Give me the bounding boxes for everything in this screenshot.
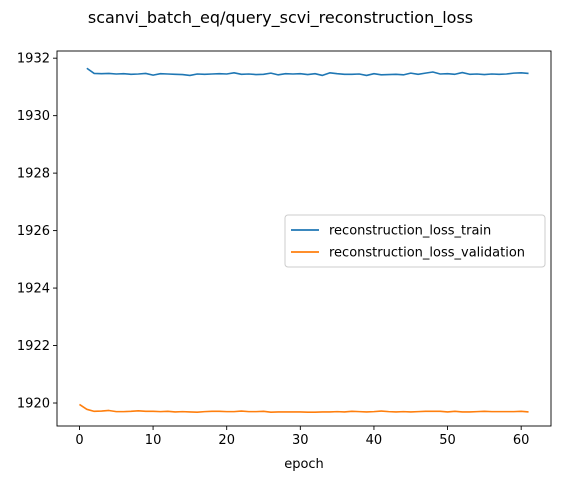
x-tick-label-3: 30 <box>292 433 309 448</box>
y-tick-label-1: 1922 <box>17 339 50 354</box>
y-tick-label-0: 1920 <box>17 397 50 412</box>
x-tick-label-5: 50 <box>439 433 456 448</box>
y-tick-label-3: 1926 <box>17 224 50 239</box>
x-tick-label-4: 40 <box>366 433 383 448</box>
plot-frame <box>56 50 552 427</box>
legend-box <box>284 214 546 268</box>
y-tick-label-5: 1930 <box>17 109 50 124</box>
legend-label-1: reconstruction_loss_train <box>329 224 491 239</box>
x-tick-label-6: 60 <box>513 433 530 448</box>
y-tick-label-2: 1924 <box>17 282 50 297</box>
legend-label-2: reconstruction_loss_validation <box>329 246 525 261</box>
chart-title: scanvi_batch_eq/query_scvi_reconstructio… <box>87 8 474 27</box>
y-tick-label-6: 1932 <box>17 52 50 67</box>
x-tick-label-0: 0 <box>75 433 83 448</box>
series-line-1 <box>86 67 529 77</box>
x-axis-label: epoch <box>284 457 324 472</box>
y-tick-label-4: 1928 <box>17 167 50 182</box>
series-line-2 <box>79 403 529 414</box>
x-tick-label-1: 10 <box>145 433 162 448</box>
x-tick-label-2: 20 <box>218 433 235 448</box>
